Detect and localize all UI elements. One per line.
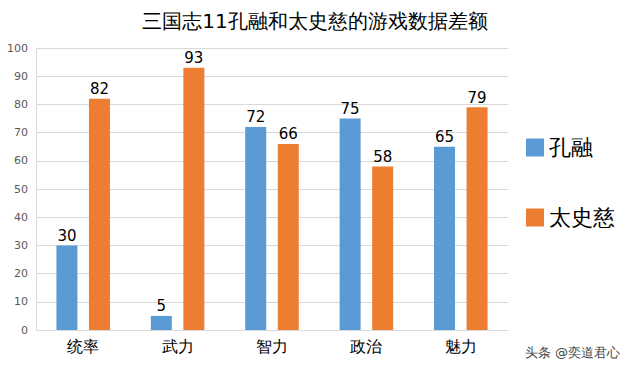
svg-text:80: 80: [14, 98, 28, 111]
svg-text:100: 100: [7, 42, 28, 55]
svg-text:58: 58: [373, 148, 392, 166]
svg-text:40: 40: [14, 211, 28, 224]
svg-text:30: 30: [57, 227, 76, 245]
svg-text:66: 66: [279, 125, 298, 143]
svg-text:魅力: 魅力: [445, 337, 477, 356]
svg-text:93: 93: [184, 49, 203, 67]
svg-text:30: 30: [14, 239, 28, 252]
svg-text:65: 65: [435, 128, 454, 146]
svg-text:智力: 智力: [256, 337, 288, 356]
svg-text:72: 72: [246, 108, 265, 126]
svg-text:75: 75: [341, 100, 360, 118]
svg-text:10: 10: [14, 295, 28, 308]
svg-text:三国志11孔融和太史慈的游戏数据差额: 三国志11孔融和太史慈的游戏数据差额: [142, 9, 487, 33]
svg-text:武力: 武力: [162, 337, 194, 356]
svg-text:70: 70: [14, 126, 28, 139]
svg-text:82: 82: [90, 80, 109, 98]
svg-text:太史慈: 太史慈: [549, 205, 615, 230]
svg-text:79: 79: [468, 89, 487, 107]
svg-text:50: 50: [14, 183, 28, 196]
svg-text:60: 60: [14, 154, 28, 167]
svg-text:政治: 政治: [350, 337, 382, 356]
svg-text:90: 90: [14, 70, 28, 83]
svg-text:20: 20: [14, 267, 28, 280]
svg-text:5: 5: [157, 297, 167, 315]
svg-text:统率: 统率: [67, 337, 99, 356]
svg-text:孔融: 孔融: [549, 135, 593, 160]
svg-text:头条 @奕道君心: 头条 @奕道君心: [525, 345, 620, 360]
svg-text:0: 0: [21, 324, 28, 337]
